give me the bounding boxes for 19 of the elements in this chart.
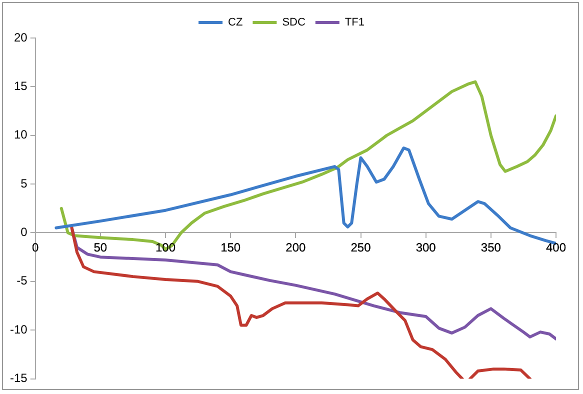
x-tick-label: 300 xyxy=(416,240,436,254)
y-tick-label: 15 xyxy=(14,79,28,93)
x-tick-label: 50 xyxy=(94,240,108,254)
x-tick-label: 200 xyxy=(286,240,306,254)
x-tick-label: 250 xyxy=(350,240,372,254)
x-tick-label: 0 xyxy=(32,240,39,254)
y-tick-label: -10 xyxy=(10,322,28,336)
legend-label: CZ xyxy=(228,16,243,29)
y-tick-label: 20 xyxy=(14,30,28,44)
legend-label: TF1 xyxy=(344,16,364,29)
x-tick-label: 150 xyxy=(220,240,241,254)
y-tick-label: -5 xyxy=(16,274,28,288)
y-tick-label: 0 xyxy=(20,225,28,240)
legend-label: SDC xyxy=(282,16,306,29)
y-tick-label: -15 xyxy=(10,371,28,386)
x-tick-label: 350 xyxy=(480,240,502,254)
x-tick-label: 400 xyxy=(546,240,566,254)
y-tick-label: 10 xyxy=(14,128,28,142)
y-tick-label: 5 xyxy=(20,176,28,190)
